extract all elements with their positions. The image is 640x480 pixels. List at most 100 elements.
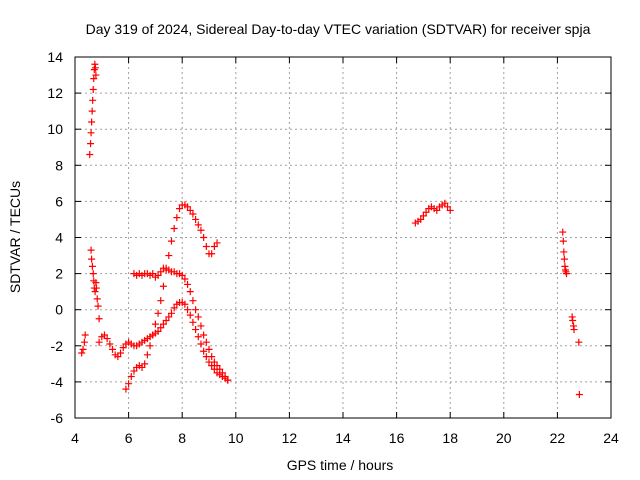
data-point (86, 150, 94, 158)
data-point (218, 369, 226, 377)
data-point (194, 313, 202, 321)
data-point (205, 345, 213, 353)
data-point (106, 340, 114, 348)
data-point (95, 315, 103, 323)
data-point (181, 275, 189, 283)
x-tick-label: 4 (71, 430, 79, 446)
data-point (197, 340, 205, 348)
data-point (575, 338, 583, 346)
data-point (157, 297, 165, 305)
data-point (89, 270, 97, 278)
data-point (186, 311, 194, 319)
data-point (210, 243, 218, 251)
y-tick-label: -6 (51, 410, 64, 426)
data-point (202, 338, 210, 346)
data-point (119, 344, 127, 352)
data-point (149, 270, 157, 278)
data-point (208, 353, 216, 361)
data-point (173, 214, 181, 222)
data-points (78, 60, 583, 399)
x-tick-label: 24 (603, 430, 619, 446)
data-point (92, 284, 100, 292)
data-point (419, 212, 427, 220)
data-point (94, 302, 102, 310)
x-tick-label: 16 (389, 430, 405, 446)
y-tick-label: 12 (47, 85, 63, 101)
data-point (92, 71, 100, 79)
data-point (184, 306, 192, 314)
data-point (224, 376, 232, 384)
data-point (91, 64, 99, 72)
data-point (208, 250, 216, 258)
x-tick-label: 12 (282, 430, 298, 446)
data-point (197, 322, 205, 330)
data-point (154, 271, 162, 279)
data-point (88, 255, 96, 263)
data-point (167, 309, 175, 317)
y-axis-label: SDTVAR / TECUs (7, 181, 23, 293)
y-tick-label: 4 (55, 230, 63, 246)
data-point (90, 75, 98, 83)
plot-frame (74, 56, 612, 419)
data-point (114, 353, 122, 361)
data-point (189, 297, 197, 305)
data-point (563, 270, 571, 278)
data-point (559, 228, 567, 236)
data-point (95, 338, 103, 346)
data-point (422, 208, 430, 216)
data-point (91, 288, 99, 296)
data-point (170, 304, 178, 312)
data-point (117, 349, 125, 357)
data-point (143, 351, 151, 359)
data-point (80, 338, 88, 346)
data-point (575, 391, 583, 399)
data-point (210, 358, 218, 366)
series-early-scatter (78, 60, 103, 357)
data-point (213, 239, 221, 247)
y-tick-label: -2 (51, 338, 64, 354)
data-point (162, 317, 170, 325)
x-tick-label: 18 (442, 430, 458, 446)
data-point (560, 255, 568, 263)
data-point (192, 215, 200, 223)
y-tick-label: 10 (47, 121, 63, 137)
data-point (125, 380, 133, 388)
data-point (559, 237, 567, 245)
data-point (122, 385, 130, 393)
x-tick-label: 10 (228, 430, 244, 446)
data-point (202, 243, 210, 251)
data-point (194, 221, 202, 229)
data-point (186, 288, 194, 296)
data-point (103, 335, 111, 343)
data-point (165, 313, 173, 321)
y-tick-label: 0 (55, 302, 63, 318)
data-point (146, 342, 154, 350)
data-point (570, 326, 578, 334)
data-point (167, 237, 175, 245)
data-point (186, 206, 194, 214)
data-point (433, 206, 441, 214)
data-point (441, 199, 449, 207)
data-point (78, 349, 86, 357)
series-arc-low (95, 298, 232, 384)
data-point (213, 362, 221, 370)
series-late-scatter (559, 228, 583, 399)
chart-title: Day 319 of 2024, Sidereal Day-to-day VTE… (86, 21, 591, 37)
data-point (417, 215, 425, 223)
data-point (189, 318, 197, 326)
data-point (127, 372, 135, 380)
data-point (100, 331, 108, 339)
x-tick-label: 8 (178, 430, 186, 446)
data-point (446, 206, 454, 214)
x-tick-label: 22 (550, 430, 566, 446)
data-point (184, 280, 192, 288)
y-tick-label: -4 (51, 374, 64, 390)
data-point (444, 203, 452, 211)
data-point (138, 363, 146, 371)
data-point (216, 365, 224, 373)
series-arc-high (122, 201, 221, 393)
x-tick-label: 14 (335, 430, 351, 446)
data-point (79, 345, 87, 353)
